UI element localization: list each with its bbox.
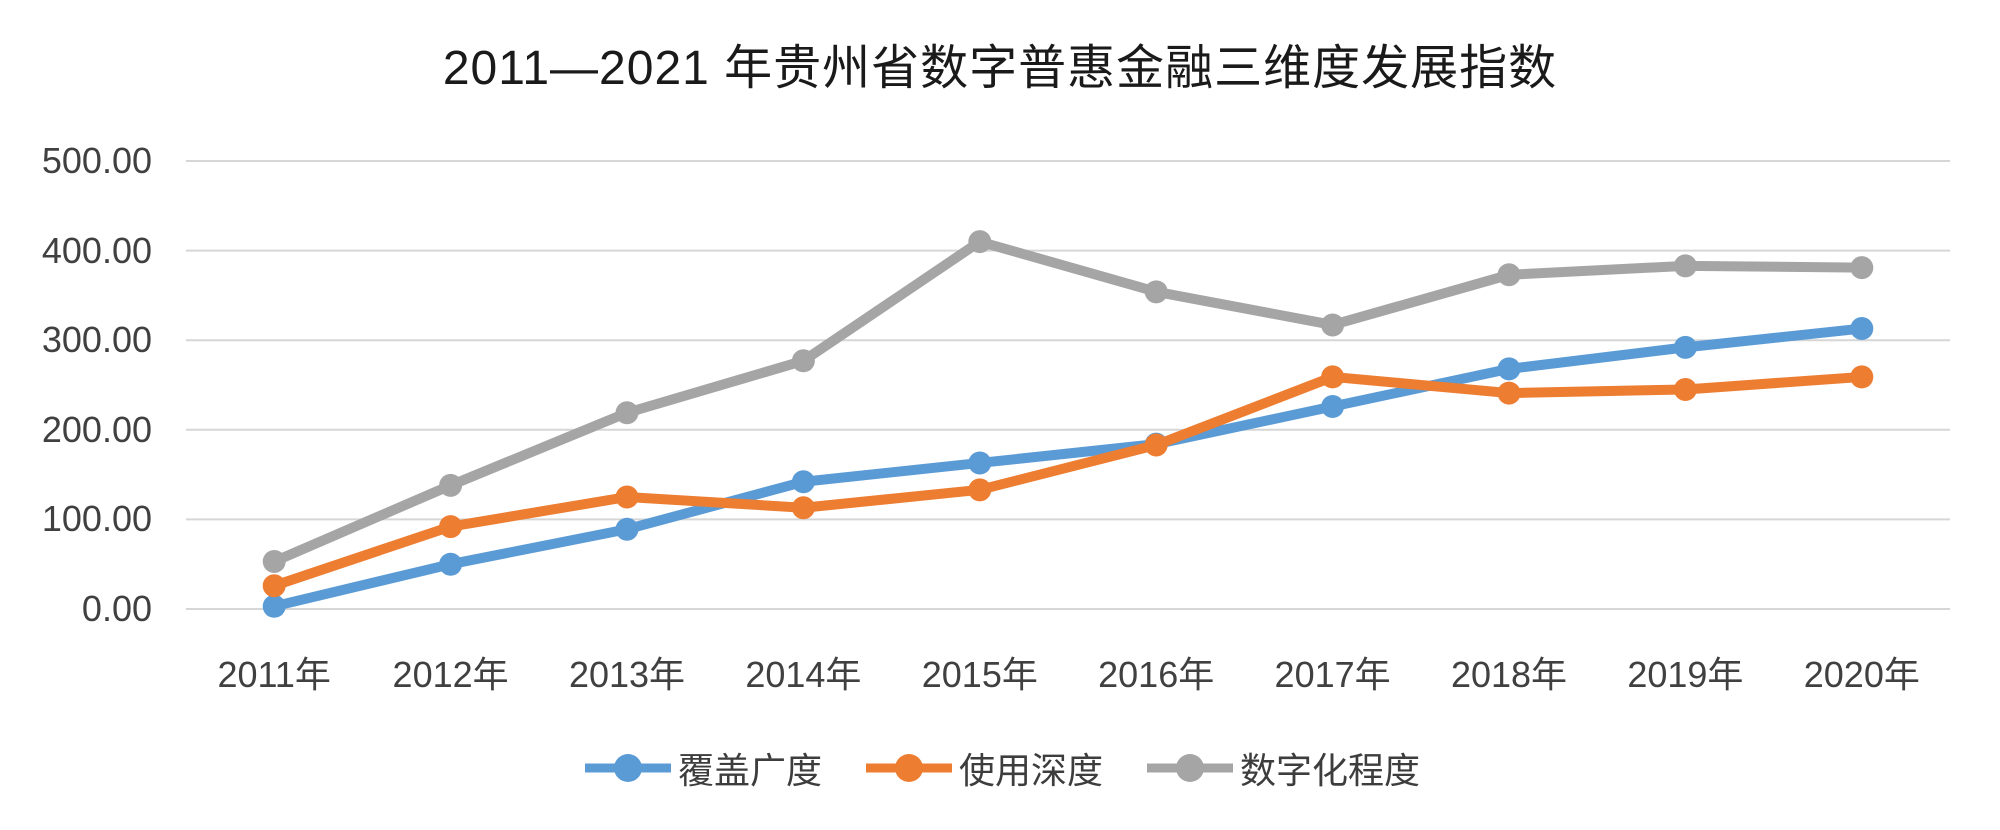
legend-label: 覆盖广度 [678,750,823,791]
data-point-digitization-level [439,473,463,497]
data-point-digitization-level [1144,280,1168,304]
data-point-usage-depth [968,478,992,502]
data-point-coverage-breadth [1850,317,1874,341]
data-point-usage-depth [262,574,286,598]
data-point-usage-depth [439,515,463,539]
x-axis-tick-label: 2012年 [392,654,509,695]
x-axis-tick-label: 2017年 [1274,654,1391,695]
data-point-digitization-level [791,349,815,373]
series-line-coverage-breadth [273,323,1863,612]
legend-line-marker-icon [585,754,671,782]
x-axis-tick-label: 2011年 [217,654,331,695]
y-axis-tick-label: 0.00 [81,588,152,629]
y-axis-tick-label: 100.00 [41,498,152,540]
data-point-usage-depth [791,496,815,520]
x-axis-tick-label: 2013年 [568,654,686,695]
data-point-usage-depth [1321,365,1345,389]
y-axis-tick-label: 500.00 [41,140,152,181]
legend: 覆盖广度 使用深度 数字化程度 [585,744,1420,792]
data-point-coverage-breadth [1497,357,1521,381]
data-point-coverage-breadth [1321,395,1345,419]
x-axis-tick-label: 2015年 [921,654,1038,695]
data-point-usage-depth [1497,381,1521,405]
y-axis-tick-label: 200.00 [41,408,152,450]
data-point-usage-depth [1144,433,1168,457]
legend-line-marker-icon [866,754,953,782]
data-point-coverage-breadth [439,552,463,576]
legend-item-usage-depth: 使用深度 [866,742,1103,794]
data-point-coverage-breadth [1673,335,1697,359]
data-point-digitization-level [615,401,639,425]
x-axis-tick-label: 2014年 [745,654,862,695]
data-point-coverage-breadth [262,594,286,618]
chart-title: 2011—2021 年贵州省数字普惠金融三维度发展指数 [442,42,1558,95]
y-axis-tick-label: 400.00 [41,229,152,271]
data-point-coverage-breadth [968,451,992,475]
legend-label: 数字化程度 [1240,750,1421,791]
data-point-digitization-level [968,230,992,254]
legend-item-coverage-breadth: 覆盖广度 [585,742,822,794]
legend-label: 使用深度 [959,750,1104,791]
data-point-digitization-level [1321,313,1345,337]
x-axis-tick-label: 2020年 [1803,654,1920,695]
series-line-digitization-level [272,236,1862,567]
data-point-usage-depth [1673,377,1697,401]
data-point-digitization-level [1850,256,1874,280]
data-point-usage-depth [1850,365,1874,389]
series-line-usage-depth [272,371,1863,591]
x-axis-tick-label: 2019年 [1627,654,1744,695]
data-point-digitization-level [1673,254,1697,278]
legend-item-digitization-level: 数字化程度 [1147,742,1420,794]
x-axis-tick-label: 2018年 [1450,654,1568,695]
y-axis-tick-label: 300.00 [41,319,152,361]
x-axis-tick-label: 2016年 [1098,654,1215,695]
data-point-digitization-level [1497,263,1521,287]
data-point-usage-depth [615,485,639,509]
legend-line-marker-icon [1147,754,1234,782]
data-point-digitization-level [262,550,286,574]
data-point-coverage-breadth [615,517,639,541]
data-point-coverage-breadth [791,470,815,494]
